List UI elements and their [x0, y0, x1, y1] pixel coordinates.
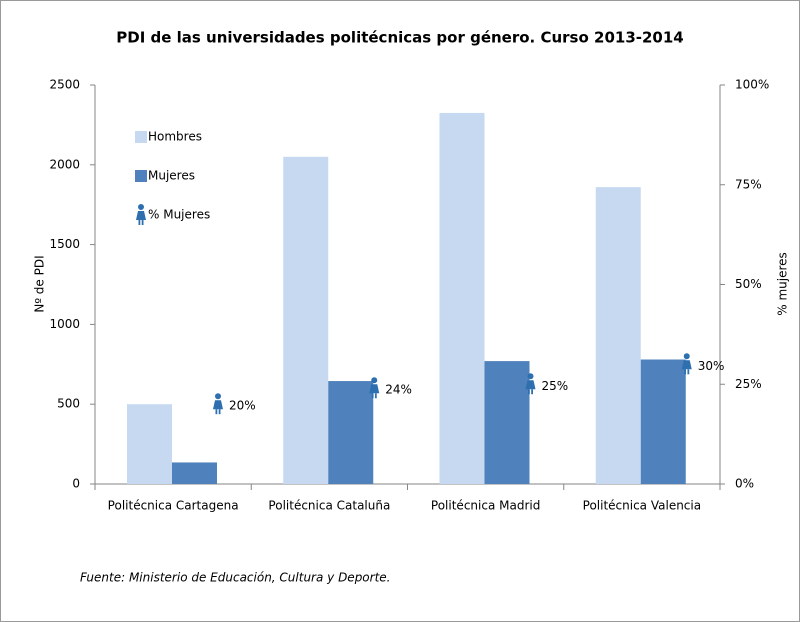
bar — [640, 359, 686, 484]
bar — [283, 156, 329, 484]
bar — [172, 462, 217, 484]
icon-body — [525, 380, 536, 390]
y-axis-label: Nº de PDI — [33, 255, 47, 312]
y-tick-label: 2500 — [49, 78, 80, 92]
y2-tick-label: 0% — [735, 477, 754, 491]
y-tick-label: 1500 — [49, 237, 80, 251]
y2-axis-label: % mujeres — [776, 252, 790, 316]
value-label: 20% — [229, 399, 256, 413]
icon-body — [369, 384, 380, 394]
bar — [328, 381, 374, 484]
value-label: 24% — [385, 383, 412, 397]
icon-leg — [141, 220, 144, 225]
icon-head — [371, 377, 378, 384]
icon-head — [138, 204, 144, 210]
icon-leg — [371, 393, 374, 399]
y-tick-label: 0 — [72, 477, 80, 491]
legend-swatch — [135, 131, 147, 143]
icon-leg — [215, 409, 218, 415]
x-tick-label: Politécnica Cartagena — [108, 499, 239, 513]
value-label: 30% — [698, 359, 725, 373]
x-tick-label: Politécnica Valencia — [583, 499, 701, 513]
value-label: 25% — [542, 379, 569, 393]
icon-leg — [528, 389, 530, 395]
woman-icon — [213, 393, 223, 415]
woman-icon — [136, 204, 146, 225]
bar — [127, 404, 172, 484]
bar — [595, 187, 641, 485]
icon-body — [213, 400, 223, 410]
bar — [484, 361, 530, 484]
woman-icon — [369, 377, 380, 399]
y2-tick-label: 75% — [735, 177, 762, 191]
icon-leg — [687, 369, 690, 375]
icon-body — [681, 360, 692, 370]
y-tick-label: 500 — [57, 397, 80, 411]
icon-leg — [684, 369, 687, 375]
icon-leg — [374, 393, 377, 399]
y2-tick-label: 25% — [735, 377, 762, 391]
source-note: Fuente: Ministerio de Educación, Cultura… — [80, 571, 391, 585]
y2-tick-label: 100% — [735, 78, 769, 92]
x-tick-label: Politécnica Cataluña — [268, 499, 390, 513]
icon-leg — [138, 220, 141, 225]
chart-title: PDI de las universidades politécnicas po… — [116, 29, 684, 47]
woman-icon — [681, 353, 692, 375]
y2-tick-label: 50% — [735, 277, 762, 291]
icon-leg — [218, 409, 221, 415]
legend-label: Mujeres — [148, 169, 195, 183]
icon-head — [527, 373, 534, 380]
legend-label: % Mujeres — [148, 208, 210, 222]
y-tick-label: 1000 — [49, 317, 80, 331]
icon-body — [136, 211, 146, 220]
x-tick-label: Politécnica Madrid — [431, 499, 540, 513]
icon-head — [215, 393, 221, 400]
icon-leg — [531, 389, 533, 395]
icon-head — [683, 353, 690, 360]
y-tick-label: 2000 — [49, 157, 80, 171]
bar — [439, 112, 485, 485]
legend-swatch — [135, 170, 147, 182]
legend-label: Hombres — [148, 130, 202, 144]
woman-icon — [525, 373, 536, 395]
